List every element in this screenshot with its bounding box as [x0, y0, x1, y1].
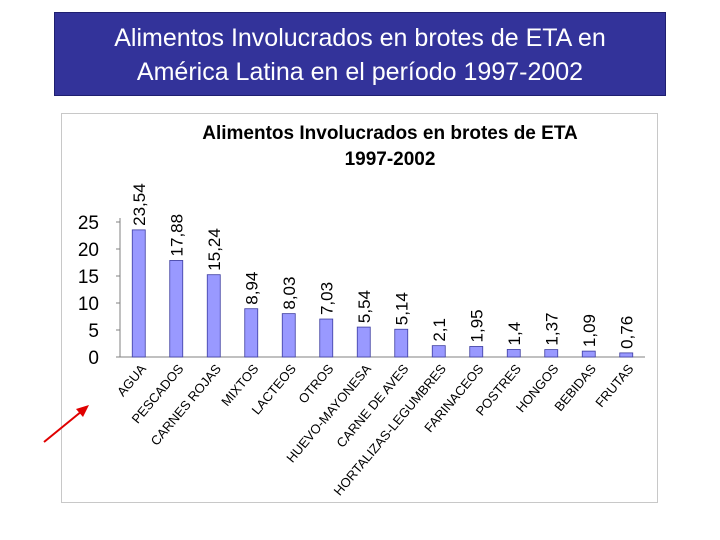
value-label: 17,88: [167, 214, 186, 257]
value-label: 1,95: [467, 309, 486, 342]
value-label: 8,03: [280, 277, 299, 310]
value-label: 5,14: [392, 292, 411, 325]
chart-frame: [61, 113, 658, 503]
y-tick-label: 10: [78, 294, 99, 315]
slide-title-line-1: Alimentos Involucrados en brotes de ETA …: [114, 24, 606, 52]
bar: [394, 328, 409, 358]
bar: [356, 326, 371, 358]
category-label: AGUA: [114, 361, 149, 399]
bar: [544, 349, 559, 358]
y-tick-label: 0: [88, 348, 99, 369]
bar: [506, 349, 521, 358]
bar: [431, 345, 446, 358]
value-label: 0,76: [617, 316, 636, 349]
category-label: FRUTAS: [592, 361, 637, 410]
y-tick-label: 25: [78, 213, 99, 234]
category-label: CARNES ROJAS: [148, 361, 225, 448]
value-label: 2,1: [430, 318, 449, 342]
y-tick-label: 5: [88, 321, 99, 342]
bar: [169, 260, 184, 358]
value-label: 8,94: [242, 272, 261, 305]
bar: [581, 350, 596, 358]
bar: [131, 229, 146, 358]
y-tick-label: 20: [78, 240, 99, 261]
value-label: 5,54: [355, 290, 374, 323]
bar: [244, 308, 259, 358]
value-label: 1,4: [505, 322, 524, 346]
bar: [281, 313, 296, 358]
bar: [619, 352, 634, 358]
slide-title: Alimentos Involucrados en brotes de ETA …: [54, 12, 666, 96]
chart-title-line-2: 1997-2002: [345, 149, 436, 170]
y-tick-label: 15: [78, 267, 99, 288]
slide-title-line-2: América Latina en el período 1997-2002: [136, 58, 584, 86]
chart-title-line-1: Alimentos Involucrados en brotes de ETA: [202, 123, 578, 144]
bar: [469, 346, 484, 358]
value-label: 1,37: [542, 313, 561, 346]
red-arrow-icon: [43, 405, 89, 443]
value-label: 1,09: [580, 314, 599, 347]
value-label: 7,03: [317, 282, 336, 315]
bar: [319, 318, 334, 358]
value-label: 23,54: [130, 183, 149, 226]
value-label: 15,24: [205, 228, 224, 271]
bar: [206, 274, 221, 358]
